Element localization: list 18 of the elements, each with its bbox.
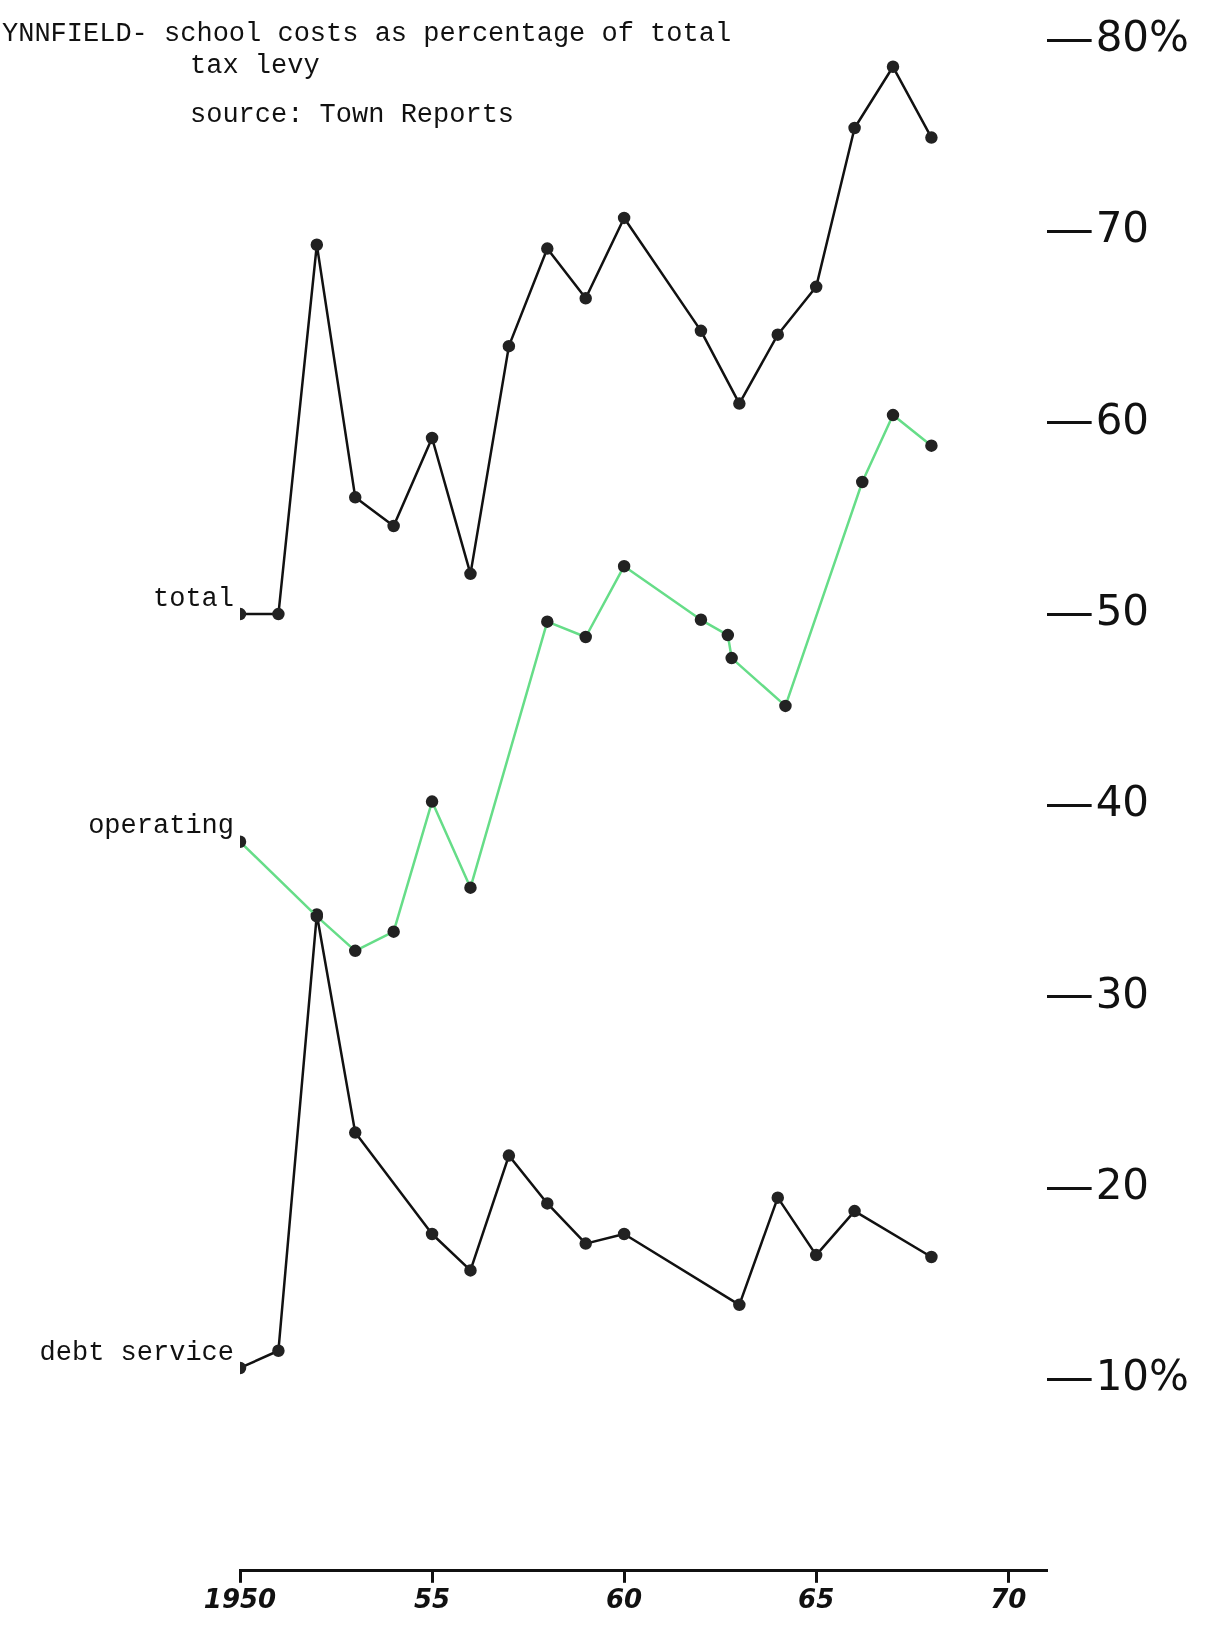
y-tick-label: 20 — [1095, 1160, 1150, 1210]
x-tick-label: 70 — [990, 1584, 1027, 1615]
x-tick-label: 1950 — [203, 1584, 277, 1615]
annotation: source: Town Reports — [190, 100, 515, 130]
series-label: operating — [88, 811, 234, 842]
series-label: total — [152, 583, 234, 614]
y-tick-label: 70 — [1095, 203, 1150, 253]
series-label: debt service — [39, 1337, 234, 1368]
y-tick-label: 50 — [1095, 585, 1150, 635]
y-tick-label: 10% — [1095, 1351, 1190, 1401]
y-tick-label: 80% — [1095, 11, 1190, 61]
x-tick-label: 55 — [413, 1584, 451, 1615]
y-tick-label: 30 — [1095, 968, 1150, 1018]
x-tick-label: 60 — [606, 1584, 643, 1615]
chart-title: YNNFIELD- school costs as percentage of total tax levy — [2, 18, 733, 82]
y-tick-label: 40 — [1095, 777, 1150, 827]
x-tick-label: 65 — [798, 1584, 835, 1615]
y-tick-label: 60 — [1095, 394, 1150, 444]
